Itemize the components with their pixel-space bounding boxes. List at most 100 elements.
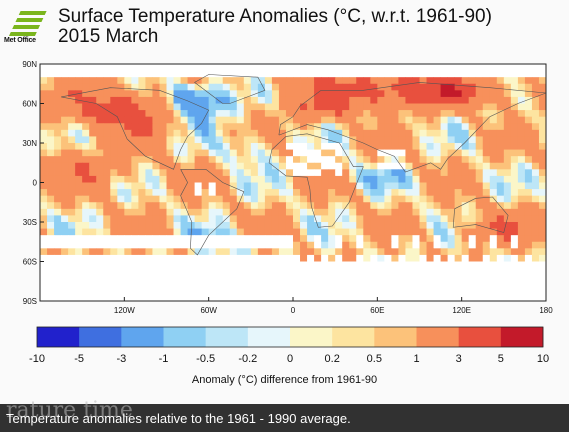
anomaly-cell: [412, 294, 420, 302]
anomaly-cell: [412, 143, 420, 150]
anomaly-cell: [180, 83, 188, 91]
anomaly-cell: [264, 215, 273, 223]
anomaly-cell: [419, 182, 427, 190]
anomaly-cell: [61, 156, 69, 164]
anomaly-cell: [300, 64, 308, 71]
anomaly-cell: [201, 281, 210, 289]
anomaly-cell: [531, 77, 540, 85]
anomaly-cell: [377, 90, 385, 98]
anomaly-cell: [264, 143, 273, 150]
anomaly-cell: [173, 90, 181, 98]
anomaly-cell: [152, 143, 160, 150]
anomaly-cell: [124, 281, 132, 289]
colorbar-segment: [163, 327, 206, 347]
anomaly-cell: [510, 64, 519, 71]
anomaly-cell: [482, 96, 491, 104]
anomaly-cell: [89, 116, 97, 124]
anomaly-cell: [257, 248, 266, 256]
anomaly-cell: [96, 129, 104, 137]
anomaly-cell: [82, 90, 90, 98]
anomaly-cell: [293, 136, 301, 144]
anomaly-cell: [187, 149, 196, 157]
anomaly-cell: [110, 175, 118, 183]
lat-tick-label: 30S: [23, 218, 37, 227]
anomaly-cell: [264, 64, 273, 71]
anomaly-cell: [222, 149, 231, 157]
anomaly-cell: [75, 64, 83, 71]
anomaly-cell: [278, 294, 287, 302]
anomaly-cell: [349, 116, 357, 124]
anomaly-cell: [110, 83, 118, 91]
anomaly-cell: [229, 149, 238, 157]
anomaly-cell: [89, 70, 97, 78]
anomaly-cell: [222, 156, 231, 164]
lon-tick-label: 0: [291, 306, 296, 315]
anomaly-cell: [524, 287, 533, 295]
anomaly-cell: [236, 254, 245, 262]
anomaly-cell: [300, 268, 308, 276]
anomaly-cell: [278, 248, 287, 256]
anomaly-cell: [173, 162, 181, 170]
anomaly-cell: [531, 90, 540, 98]
anomaly-cell: [278, 169, 287, 177]
anomaly-cell: [531, 129, 540, 137]
anomaly-cell: [363, 287, 371, 295]
anomaly-cell: [398, 202, 406, 210]
anomaly-cell: [440, 222, 449, 229]
anomaly-cell: [384, 70, 392, 78]
anomaly-cell: [510, 83, 519, 91]
anomaly-cell: [124, 149, 132, 157]
anomaly-cell: [356, 123, 364, 131]
anomaly-cell: [138, 254, 146, 262]
anomaly-cell: [194, 169, 203, 177]
anomaly-cell: [510, 70, 519, 78]
anomaly-cell: [321, 222, 329, 229]
anomaly-cell: [271, 83, 280, 91]
anomaly-cell: [510, 123, 519, 131]
anomaly-cell: [468, 287, 477, 295]
anomaly-cell: [454, 182, 463, 190]
anomaly-cell: [194, 222, 203, 229]
anomaly-cell: [124, 294, 132, 302]
anomaly-cell: [75, 254, 83, 262]
anomaly-cell: [278, 96, 287, 104]
anomaly-cell: [454, 202, 463, 210]
anomaly-cell: [222, 281, 231, 289]
anomaly-cell: [447, 254, 456, 262]
anomaly-cell: [461, 195, 470, 203]
anomaly-cell: [384, 156, 392, 164]
anomaly-cell: [117, 189, 125, 197]
anomaly-cell: [229, 294, 238, 302]
anomaly-cell: [250, 136, 259, 144]
anomaly-cell: [489, 149, 498, 157]
anomaly-cell: [159, 143, 167, 150]
anomaly-cell: [363, 123, 371, 131]
anomaly-cell: [96, 195, 104, 203]
anomaly-cell: [68, 248, 76, 256]
anomaly-cell: [531, 274, 540, 282]
anomaly-cell: [321, 64, 329, 71]
anomaly-cell: [335, 281, 343, 289]
anomaly-cell: [285, 96, 294, 104]
anomaly-cell: [489, 116, 498, 124]
anomaly-cell: [489, 222, 498, 229]
anomaly-cell: [103, 208, 111, 216]
anomaly-cell: [405, 274, 413, 282]
anomaly-cell: [145, 189, 153, 197]
anomaly-cell: [222, 294, 231, 302]
anomaly-cell: [398, 123, 406, 131]
anomaly-cell: [447, 110, 456, 118]
anomaly-cell: [524, 248, 533, 256]
anomaly-cell: [412, 208, 420, 216]
anomaly-cell: [103, 235, 111, 243]
anomaly-cell: [166, 156, 174, 164]
anomaly-cell: [250, 241, 259, 249]
anomaly-cell: [257, 96, 266, 104]
anomaly-cell: [54, 294, 62, 302]
anomaly-cell: [194, 294, 203, 302]
anomaly-cell: [145, 195, 153, 203]
anomaly-cell: [285, 70, 294, 78]
anomaly-cell: [75, 189, 83, 197]
anomaly-cell: [264, 208, 273, 216]
anomaly-cell: [61, 182, 69, 190]
